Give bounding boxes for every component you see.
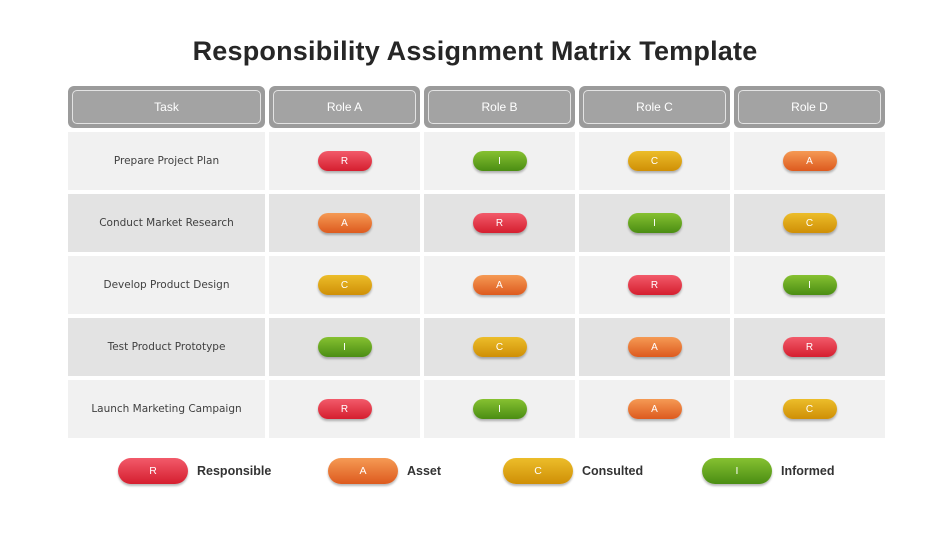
header-role-d: Role D bbox=[734, 86, 885, 128]
raci-badge: I bbox=[317, 337, 372, 357]
legend-badge: I bbox=[702, 458, 772, 484]
task-cell: Prepare Project Plan bbox=[68, 132, 265, 190]
legend-item: R Responsible bbox=[118, 458, 271, 484]
raci-badge: C bbox=[472, 337, 527, 357]
role-cell: I bbox=[424, 132, 575, 190]
task-cell: Develop Product Design bbox=[68, 256, 265, 314]
role-cell: R bbox=[424, 194, 575, 252]
header-label: Task bbox=[72, 90, 261, 124]
raci-badge: A bbox=[627, 399, 682, 419]
raci-badge: C bbox=[317, 275, 372, 295]
role-cell: C bbox=[734, 380, 885, 438]
header-task: Task bbox=[68, 86, 265, 128]
raci-badge: I bbox=[472, 151, 527, 171]
role-cell: C bbox=[579, 132, 730, 190]
role-cell: I bbox=[734, 256, 885, 314]
role-cell: R bbox=[734, 318, 885, 376]
table-row: Launch Marketing Campaign R I A C bbox=[68, 380, 885, 442]
header-label: Role A bbox=[273, 90, 416, 124]
header-role-b: Role B bbox=[424, 86, 575, 128]
legend-item: C Consulted bbox=[503, 458, 643, 484]
role-cell: I bbox=[269, 318, 420, 376]
header-label: Role C bbox=[583, 90, 726, 124]
raci-badge: C bbox=[627, 151, 682, 171]
raci-badge: R bbox=[782, 337, 837, 357]
legend-label: Informed bbox=[781, 464, 835, 478]
header-role-a: Role A bbox=[269, 86, 420, 128]
raci-badge: C bbox=[782, 399, 837, 419]
legend: R Responsible A Asset C Consulted I Informed bbox=[0, 458, 950, 484]
table-row: Conduct Market Research A R I C bbox=[68, 194, 885, 256]
raci-badge: A bbox=[782, 151, 837, 171]
legend-item: A Asset bbox=[328, 458, 441, 484]
raci-badge: A bbox=[472, 275, 527, 295]
legend-label: Asset bbox=[407, 464, 442, 478]
role-cell: A bbox=[734, 132, 885, 190]
role-cell: A bbox=[579, 380, 730, 438]
raci-badge: I bbox=[782, 275, 837, 295]
header-row: Task Role A Role B Role C Role D bbox=[68, 86, 885, 128]
legend-label: Consulted bbox=[582, 464, 644, 478]
raci-badge: R bbox=[317, 151, 372, 171]
table-row: Test Product Prototype I C A R bbox=[68, 318, 885, 380]
raci-badge: C bbox=[782, 213, 837, 233]
role-cell: I bbox=[424, 380, 575, 438]
raci-badge: A bbox=[627, 337, 682, 357]
header-label: Role B bbox=[428, 90, 571, 124]
raci-badge: R bbox=[472, 213, 527, 233]
role-cell: C bbox=[424, 318, 575, 376]
raci-matrix: Task Role A Role B Role C Role D Prepare… bbox=[68, 86, 885, 442]
header-role-c: Role C bbox=[579, 86, 730, 128]
task-cell: Launch Marketing Campaign bbox=[68, 380, 265, 438]
header-label: Role D bbox=[738, 90, 881, 124]
task-cell: Conduct Market Research bbox=[68, 194, 265, 252]
raci-badge: I bbox=[472, 399, 527, 419]
role-cell: R bbox=[579, 256, 730, 314]
role-cell: A bbox=[579, 318, 730, 376]
role-cell: R bbox=[269, 132, 420, 190]
matrix-body: Prepare Project Plan R I C A Conduct Market R… bbox=[68, 132, 885, 442]
legend-item: I Informed bbox=[702, 458, 834, 484]
page-title: Responsibility Assignment Matrix Templat… bbox=[192, 36, 758, 66]
table-row: Develop Product Design C A R I bbox=[68, 256, 885, 318]
role-cell: A bbox=[424, 256, 575, 314]
raci-badge: I bbox=[627, 213, 682, 233]
table-row: Prepare Project Plan R I C A bbox=[68, 132, 885, 194]
raci-badge: A bbox=[317, 213, 372, 233]
task-cell: Test Product Prototype bbox=[68, 318, 265, 376]
role-cell: C bbox=[269, 256, 420, 314]
legend-badge: R bbox=[118, 458, 188, 484]
legend-badge: A bbox=[328, 458, 398, 484]
role-cell: R bbox=[269, 380, 420, 438]
raci-badge: R bbox=[317, 399, 372, 419]
role-cell: A bbox=[269, 194, 420, 252]
legend-label: Responsible bbox=[197, 464, 272, 478]
legend-badge: C bbox=[503, 458, 573, 484]
raci-badge: R bbox=[627, 275, 682, 295]
role-cell: I bbox=[579, 194, 730, 252]
role-cell: C bbox=[734, 194, 885, 252]
